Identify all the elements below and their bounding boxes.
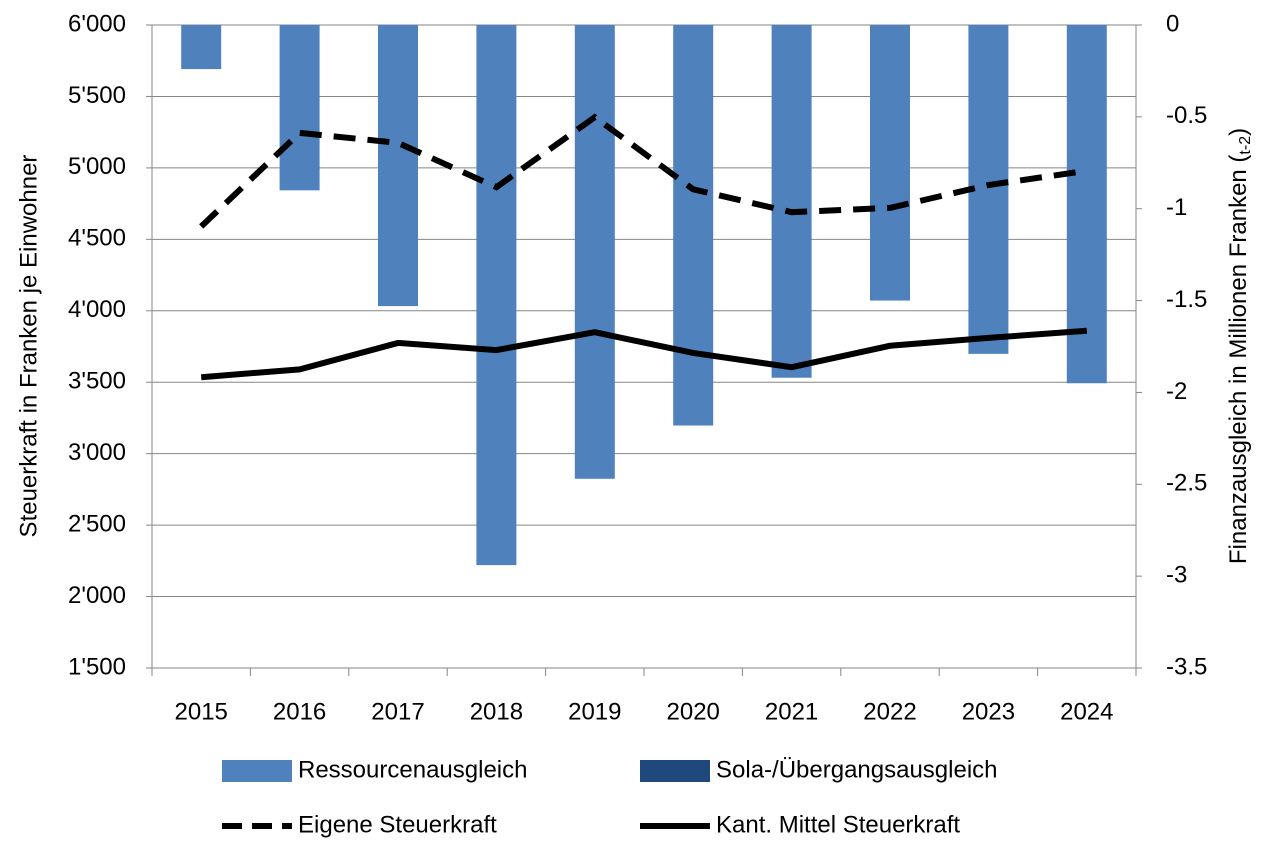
legend-label: Sola-/Übergangsausgleich — [716, 756, 998, 783]
bar — [279, 25, 320, 191]
x-tick-label: 2017 — [371, 698, 424, 725]
legend-swatch — [222, 760, 292, 782]
bar — [574, 25, 615, 479]
y2-axis-title-end: ) — [1225, 128, 1252, 136]
x-tick-label: 2015 — [175, 698, 228, 725]
y-axis-title: Steuerkraft in Franken je Einwohner — [15, 155, 42, 538]
legend-swatch — [640, 760, 710, 782]
y2-axis-title-sub: t-2 — [1237, 136, 1254, 155]
legend-label: Eigene Steuerkraft — [298, 811, 497, 838]
bar — [771, 25, 812, 378]
line — [200, 327, 1088, 381]
bar — [673, 25, 714, 426]
y-tick-label: 2'500 — [68, 510, 126, 537]
y-tick-label: 1'500 — [68, 653, 126, 680]
y2-tick-label: -3.5 — [1166, 653, 1207, 680]
y-tick-label: 4'500 — [68, 225, 126, 252]
y-tick-label: 2'000 — [68, 582, 126, 609]
y2-axis-title: Finanzausgleich in Millionen Franken (t-… — [1225, 128, 1254, 564]
x-tick-label: 2018 — [470, 698, 523, 725]
y-tick-label: 4'000 — [68, 296, 126, 323]
y2-tick-label: -2.5 — [1166, 470, 1207, 497]
y2-axis-title-main: Finanzausgleich in Millionen Franken ( — [1225, 155, 1252, 565]
x-tick-label: 2022 — [863, 698, 916, 725]
y-tick-label: 6'000 — [68, 10, 126, 37]
y2-tick-label: -0.5 — [1166, 102, 1207, 129]
x-tick-label: 2023 — [962, 698, 1015, 725]
bar — [476, 25, 517, 566]
bar — [378, 25, 418, 307]
x-tick-label: 2024 — [1060, 698, 1113, 725]
x-tick-label: 2016 — [273, 698, 326, 725]
y2-tick-label: -2 — [1166, 378, 1187, 405]
legend-label: Ressourcenausgleich — [298, 756, 527, 783]
bar — [181, 25, 222, 70]
bar — [870, 25, 910, 301]
line — [199, 113, 1088, 229]
legend-label: Kant. Mittel Steuerkraft — [716, 811, 960, 838]
x-tick-label: 2021 — [765, 698, 818, 725]
y-tick-label: 5'500 — [68, 82, 126, 109]
y-tick-label: 5'000 — [68, 153, 126, 180]
x-tick-label: 2019 — [568, 698, 621, 725]
bar — [1066, 25, 1107, 384]
x-tick-label: 2020 — [667, 698, 720, 725]
y2-tick-label: -3 — [1166, 561, 1187, 588]
y2-tick-label: -1 — [1166, 194, 1187, 221]
y2-tick-label: 0 — [1166, 10, 1179, 37]
y-tick-label: 3'000 — [68, 439, 126, 466]
y2-tick-label: -1.5 — [1166, 286, 1207, 313]
y-tick-label: 3'500 — [68, 368, 126, 395]
